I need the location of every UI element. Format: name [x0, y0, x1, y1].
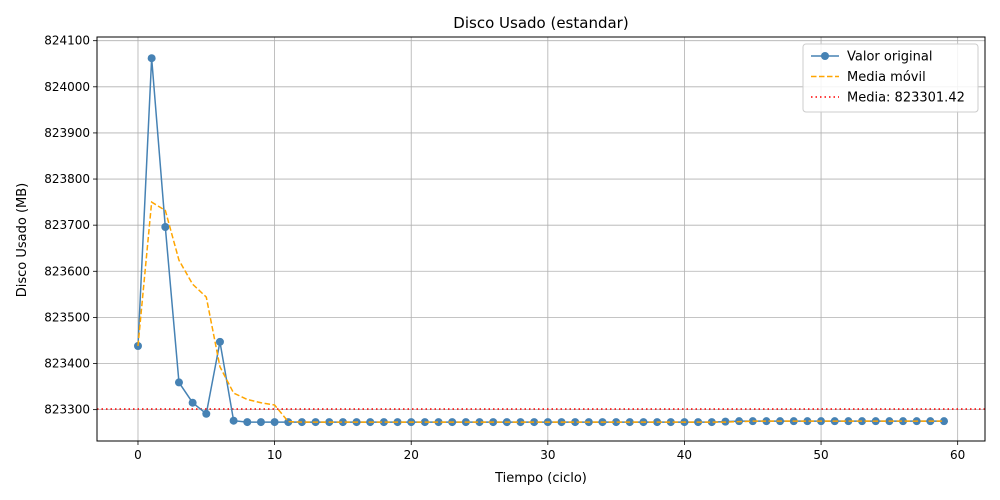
data-point	[174, 378, 183, 387]
x-axis-label: Tiempo (ciclo)	[494, 471, 587, 486]
grid-lines	[97, 37, 985, 441]
data-point	[516, 418, 525, 427]
legend-label: Media: 823301.42	[847, 91, 965, 106]
data-point	[147, 54, 156, 63]
data-point	[803, 417, 812, 426]
data-point	[229, 416, 238, 425]
data-point	[530, 418, 539, 427]
y-axis-ticks: 823300 823400 823500 823600 823700 823800 8239…	[44, 34, 97, 417]
plot-frame	[96, 36, 986, 442]
data-point	[940, 417, 949, 426]
data-point	[762, 417, 771, 426]
x-tick-label: 60	[950, 448, 965, 462]
y-tick-label: 823400	[44, 357, 90, 371]
y-tick-label: 823600	[44, 264, 90, 278]
data-point	[379, 418, 388, 427]
data-point	[215, 337, 224, 346]
data-point	[188, 398, 197, 407]
data-point	[844, 417, 853, 426]
y-tick-label: 824000	[44, 80, 90, 94]
y-tick-label: 823300	[44, 403, 90, 417]
legend-label: Valor original	[847, 50, 932, 65]
y-tick-label: 823700	[44, 218, 90, 232]
x-tick-label: 20	[404, 448, 419, 462]
series-layer	[133, 54, 949, 427]
legend: Valor original Media móvil Media: 823301.4…	[802, 43, 979, 113]
y-tick-label: 824100	[44, 34, 90, 48]
data-point	[612, 418, 621, 427]
data-point	[571, 418, 580, 427]
x-axis-ticks: 0 10 20 30 40 50 60	[134, 441, 965, 462]
data-point	[161, 223, 170, 232]
legend-box	[802, 43, 979, 113]
data-point	[256, 418, 265, 427]
data-point	[270, 418, 279, 427]
data-point	[338, 418, 347, 427]
legend-label: Media móvil	[847, 70, 926, 85]
data-point	[666, 418, 675, 427]
x-tick-label: 0	[134, 448, 142, 462]
y-tick-label: 823500	[44, 310, 90, 324]
data-point	[434, 418, 443, 427]
series-line-1	[137, 200, 945, 423]
x-tick-label: 50	[813, 448, 828, 462]
data-point	[707, 418, 716, 427]
data-point	[243, 418, 252, 427]
data-point	[899, 417, 908, 426]
data-point	[202, 409, 211, 418]
x-tick-label: 10	[267, 448, 282, 462]
x-tick-label: 30	[540, 448, 555, 462]
data-point	[475, 418, 484, 427]
chart-title: Disco Usado (estandar)	[453, 14, 628, 32]
legend-marker	[821, 52, 829, 60]
y-axis-label: Disco Usado (MB)	[15, 183, 30, 298]
y-tick-label: 823900	[44, 126, 90, 140]
x-tick-label: 40	[677, 448, 692, 462]
y-tick-label: 823800	[44, 172, 90, 186]
